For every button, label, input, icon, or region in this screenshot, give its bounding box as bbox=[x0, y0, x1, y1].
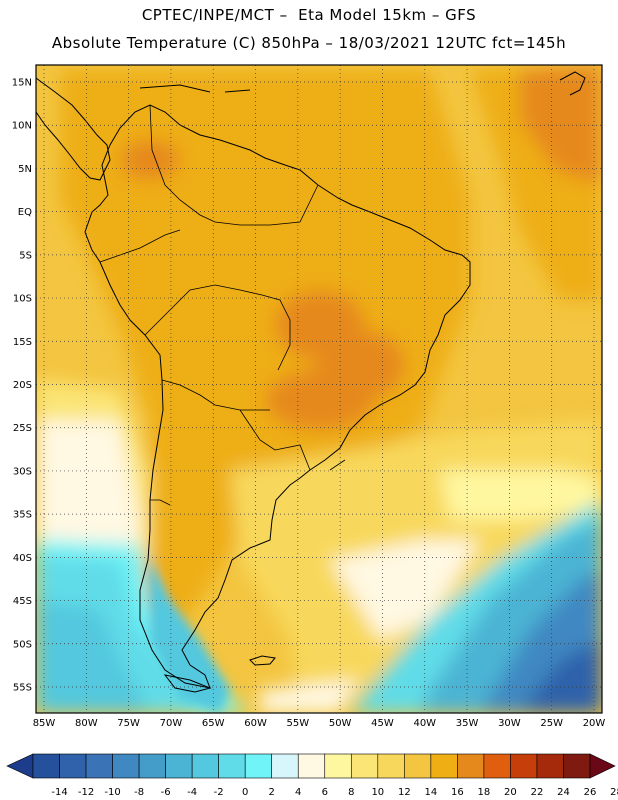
lon-label: 25W bbox=[540, 718, 563, 729]
colorbar-swatch bbox=[324, 753, 352, 779]
colorbar-label: 24 bbox=[557, 787, 570, 798]
latitude-labels: 15N 10N 5N EQ 5S 10S 15S 20S 25S 30S 35S 40S 45S 50S 5… bbox=[12, 78, 32, 694]
colorbar-swatch bbox=[377, 753, 405, 779]
colorbar-swatch bbox=[32, 753, 60, 779]
colorbar-swatch bbox=[483, 753, 511, 779]
lon-label: 40W bbox=[413, 718, 436, 729]
lat-label: 30S bbox=[13, 466, 32, 477]
colorbar-label: 12 bbox=[398, 787, 411, 798]
lat-label: 45S bbox=[13, 596, 32, 607]
colorbar-swatch bbox=[191, 753, 219, 779]
colorbar-swatch bbox=[563, 753, 591, 779]
lon-label: 20W bbox=[583, 718, 606, 729]
lat-label: EQ bbox=[18, 207, 32, 218]
lon-label: 75W bbox=[117, 718, 140, 729]
lat-label: 5N bbox=[18, 164, 32, 175]
lat-label: 10N bbox=[12, 121, 32, 132]
map-title-line2: Absolute Temperature (C) 850hPa – 18/03/… bbox=[51, 34, 567, 52]
colorbar-swatch bbox=[350, 753, 379, 779]
lat-label: 15S bbox=[13, 337, 32, 348]
colorbar-label: -8 bbox=[134, 787, 144, 798]
map-title-line1: CPTEC/INPE/MCT – Eta Model 15km – GFS bbox=[141, 6, 477, 24]
colorbar-swatch bbox=[244, 753, 273, 779]
colorbar-min-arrow bbox=[6, 753, 34, 779]
colorbar-max-arrow bbox=[589, 753, 616, 779]
colorbar-label: 14 bbox=[424, 787, 437, 798]
colorbar-swatch bbox=[218, 753, 246, 779]
colorbar-label: 20 bbox=[504, 787, 517, 798]
colorbar-swatch bbox=[297, 753, 326, 779]
colorbar-swatch bbox=[404, 753, 432, 779]
colorbar-label: 4 bbox=[295, 787, 301, 798]
colorbar-swatch bbox=[85, 753, 113, 779]
lat-label: 10S bbox=[13, 294, 32, 305]
colorbar bbox=[6, 753, 616, 779]
lon-label: 50W bbox=[329, 718, 352, 729]
colorbar-label: 16 bbox=[451, 787, 464, 798]
colorbar-swatch bbox=[536, 753, 564, 779]
longitude-labels: 85W 80W 75W 70W 65W 60W 55W 50W 45W 40W 35W 30W 25W 2… bbox=[33, 718, 606, 729]
colorbar-swatch bbox=[271, 753, 299, 779]
colorbar-label: 18 bbox=[478, 787, 491, 798]
colorbar-label: 2 bbox=[269, 787, 275, 798]
colorbar-label: -2 bbox=[214, 787, 224, 798]
lon-label: 60W bbox=[244, 718, 267, 729]
colorbar-label: -4 bbox=[187, 787, 197, 798]
colorbar-label: -12 bbox=[78, 787, 94, 798]
colorbar-label: 0 bbox=[242, 787, 248, 798]
map-border bbox=[35, 64, 603, 714]
colorbar-swatch bbox=[457, 753, 485, 779]
colorbar-label: 8 bbox=[348, 787, 354, 798]
lon-label: 70W bbox=[160, 718, 183, 729]
colorbar-label: -14 bbox=[51, 787, 67, 798]
lat-label: 20S bbox=[13, 380, 32, 391]
lat-label: 50S bbox=[13, 639, 32, 650]
colorbar-label: 28 bbox=[610, 787, 618, 798]
lat-label: 15N bbox=[12, 78, 32, 89]
lat-label: 5S bbox=[19, 250, 32, 261]
lat-label: 55S bbox=[13, 683, 32, 694]
coastlines bbox=[36, 71, 586, 693]
lon-label: 55W bbox=[287, 718, 310, 729]
colorbar-swatch bbox=[165, 753, 193, 779]
colorbar-label: -10 bbox=[104, 787, 120, 798]
lat-label: 40S bbox=[13, 553, 32, 564]
colorbar-swatch bbox=[510, 753, 538, 779]
graticule bbox=[36, 65, 602, 713]
colorbar-label: 6 bbox=[322, 787, 328, 798]
colorbar-swatch bbox=[138, 753, 166, 779]
colorbar-swatch bbox=[59, 753, 87, 779]
lat-label: 25S bbox=[13, 423, 32, 434]
lon-label: 80W bbox=[75, 718, 98, 729]
colorbar-label: 10 bbox=[371, 787, 384, 798]
colorbar-label: 26 bbox=[584, 787, 597, 798]
lon-label: 85W bbox=[33, 718, 56, 729]
temperature-field bbox=[36, 65, 602, 713]
colorbar-label: 22 bbox=[531, 787, 544, 798]
colorbar-swatch bbox=[430, 753, 458, 779]
lon-label: 65W bbox=[202, 718, 225, 729]
colorbar-labels: -14 -12 -10 -8 -6 -4 -2 0 2 4 6 8 10 12 14 16 18 20 22 24 26… bbox=[51, 787, 618, 798]
lon-label: 30W bbox=[498, 718, 521, 729]
colorbar-swatch bbox=[112, 753, 140, 779]
colorbar-label: -6 bbox=[161, 787, 171, 798]
lat-label: 35S bbox=[13, 510, 32, 521]
lon-label: 35W bbox=[456, 718, 479, 729]
lon-label: 45W bbox=[371, 718, 394, 729]
